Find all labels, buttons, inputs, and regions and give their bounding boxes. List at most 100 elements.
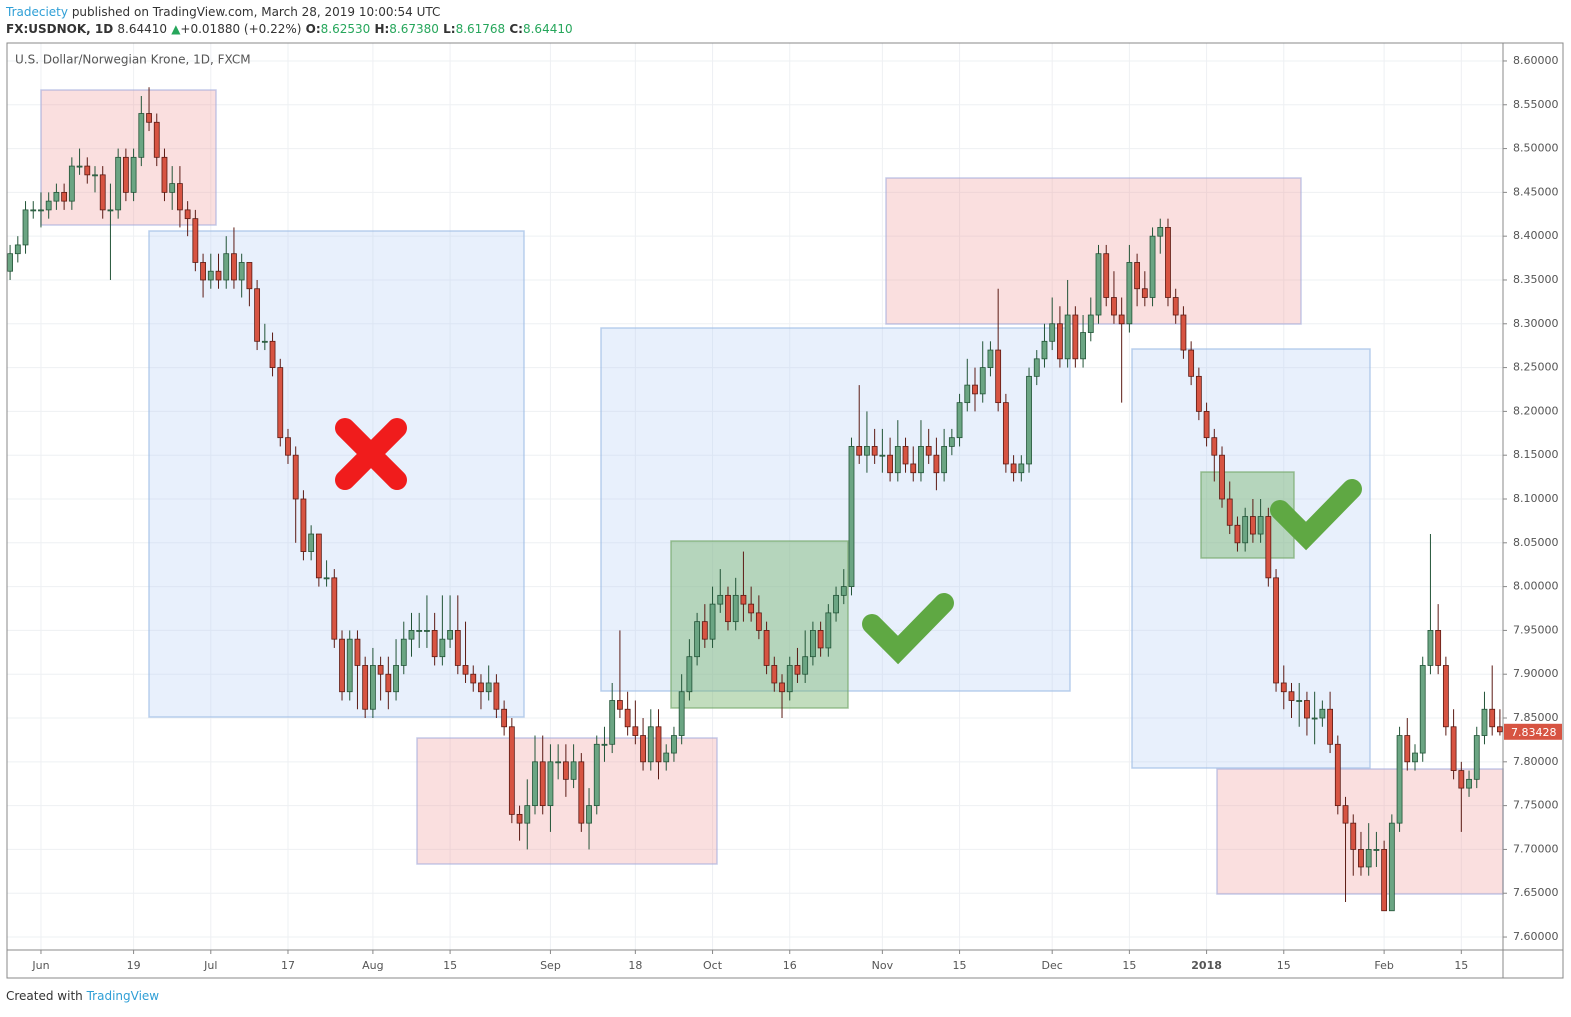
candle-body [948, 437, 955, 447]
candle-body [1149, 235, 1156, 298]
footer-brand[interactable]: TradingView [86, 989, 160, 1003]
last: 8.64410 [117, 22, 167, 36]
candle-body [1404, 735, 1411, 763]
publish-line: Tradeciety published on TradingView.com,… [6, 4, 573, 21]
candle-body [431, 630, 438, 658]
y-tick-label: 8.25000 [1513, 361, 1559, 374]
candle-body [1265, 516, 1272, 579]
candle-body [748, 603, 755, 614]
candle-body [30, 209, 37, 212]
candle-body [555, 761, 562, 764]
candle-body [462, 665, 469, 675]
candle-body [562, 761, 569, 780]
candle-body [1057, 323, 1063, 360]
trend-zone [148, 230, 525, 718]
x-tick-label: Aug [362, 959, 383, 972]
candle-body [1481, 708, 1488, 736]
candle-body [678, 691, 685, 736]
low: 8.61768 [455, 22, 506, 36]
candle-body [1311, 717, 1318, 720]
candle-body [92, 174, 98, 177]
candle-body [1334, 743, 1341, 807]
x-tick-label: 17 [281, 959, 295, 972]
quote-line: FX:USDNOK, 1D 8.64410 ▲+0.01880 (+0.22%)… [6, 21, 573, 38]
candle-body [964, 384, 971, 404]
y-tick-label: 8.10000 [1513, 492, 1559, 505]
candle-body [1342, 805, 1349, 824]
candle-body [238, 262, 245, 281]
y-tick-label: 7.85000 [1513, 711, 1559, 724]
candle-body [794, 665, 801, 675]
candle-body [14, 244, 21, 255]
author[interactable]: Tradeciety [6, 5, 68, 19]
candle-body [586, 805, 592, 824]
candle-body [122, 156, 129, 193]
candle-body [146, 113, 152, 123]
x-tick-label: 15 [1122, 959, 1136, 972]
candle-body [1072, 314, 1079, 360]
candle-body [686, 656, 693, 693]
candle-body [1419, 665, 1426, 754]
candle-body [501, 708, 508, 728]
candle-body [231, 253, 237, 281]
candle-body [864, 446, 870, 456]
candle-body [1365, 849, 1372, 868]
header: Tradeciety published on TradingView.com,… [6, 4, 573, 38]
candle-body [1049, 323, 1056, 342]
candle-body [856, 446, 863, 456]
change: +0.01880 (+0.22%) [180, 22, 302, 36]
candle-body [879, 454, 886, 457]
candle-body [887, 454, 893, 474]
candle-body [22, 209, 29, 246]
h-label: H: [374, 22, 390, 36]
x-tick-label: 19 [127, 959, 141, 972]
candle-body [362, 665, 369, 710]
candle-body [755, 612, 762, 631]
last-price-box [1504, 723, 1562, 740]
candle-body [45, 200, 52, 211]
candle-body [933, 454, 940, 474]
zones [40, 89, 1504, 895]
candle-body [779, 682, 785, 693]
candle-body [184, 209, 191, 220]
high: 8.67380 [389, 22, 439, 36]
candle-body [894, 446, 901, 474]
candle-body [763, 630, 770, 666]
candle-body [593, 743, 600, 807]
candle-body [995, 349, 1002, 404]
candle-body [315, 533, 322, 579]
candle-body [771, 665, 778, 684]
candle-body [1373, 849, 1380, 851]
candle-body [539, 761, 546, 807]
candle-body [1157, 227, 1164, 237]
y-tick-label: 8.20000 [1513, 404, 1559, 417]
candle-body [925, 446, 932, 456]
x-tick-label: Dec [1042, 959, 1063, 972]
candle-body [1273, 577, 1279, 684]
candle-body [1165, 227, 1171, 298]
icons [335, 418, 1362, 665]
candle-body [408, 630, 415, 640]
y-tick-label: 8.05000 [1513, 536, 1559, 549]
candle-body [1203, 410, 1210, 439]
candle-body [1242, 516, 1249, 544]
candles [7, 87, 1503, 912]
axes: 7.60000 7.65000 7.70000 7.75000 7.80000 7.850… [31, 54, 1562, 972]
candle-body [1080, 332, 1086, 360]
candle-body [1002, 402, 1009, 465]
check-icon [1270, 479, 1362, 551]
close: 8.64410 [522, 22, 573, 36]
candle-body [740, 594, 747, 605]
candle-body [972, 384, 978, 395]
candle-body [1358, 849, 1364, 868]
y-tick-label: 7.90000 [1513, 667, 1559, 680]
candle-body [393, 665, 399, 693]
y-tick-label: 7.65000 [1513, 886, 1559, 899]
candle-body [547, 761, 554, 807]
candle-body [1087, 314, 1094, 333]
candle-body [624, 708, 631, 728]
candle-body [1296, 700, 1303, 702]
candle-body [1219, 454, 1225, 500]
candle-body [153, 121, 160, 158]
x-tick-label: 16 [783, 959, 797, 972]
